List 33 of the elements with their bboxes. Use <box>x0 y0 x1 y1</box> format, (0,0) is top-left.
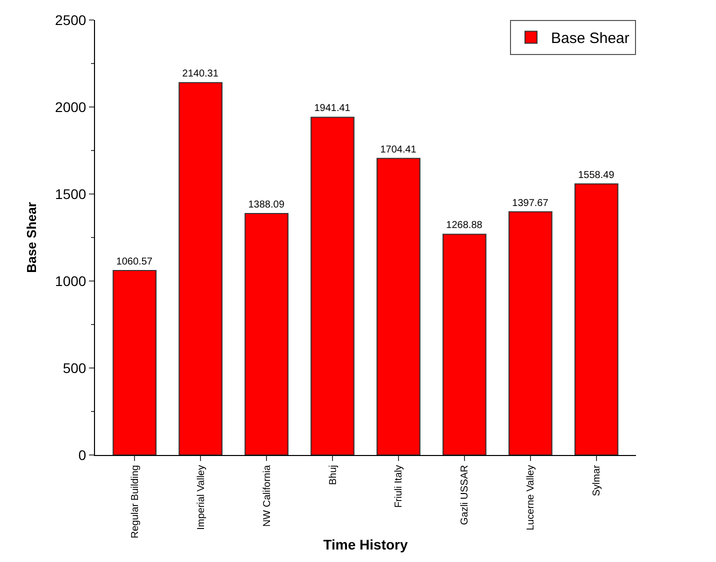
bar <box>574 183 618 455</box>
x-tick-label: Lucerne Valley <box>526 465 537 530</box>
bar <box>178 82 222 455</box>
bar <box>244 212 288 455</box>
bar <box>376 158 420 455</box>
data-label: 1558.49 <box>578 170 615 181</box>
data-label: 1268.88 <box>446 220 483 232</box>
x-tick-label: Gazli USSAR <box>460 465 471 526</box>
y-tick-label: 2500 <box>55 12 86 28</box>
x-tick-label: Bhuj <box>328 465 339 486</box>
bar <box>310 116 354 455</box>
data-label: 1397.67 <box>512 198 549 209</box>
data-label: 1941.41 <box>314 103 351 114</box>
bar <box>508 211 552 455</box>
x-tick-label: Sylmar <box>592 464 603 496</box>
y-tick-label: 1000 <box>55 272 86 289</box>
y-tick-label: 0 <box>78 446 86 463</box>
y-tick-label: 2000 <box>55 98 86 115</box>
x-tick-label: NW California <box>262 464 273 527</box>
x-tick-label: Friuli Italy <box>394 465 405 508</box>
y-tick-label: 500 <box>62 360 86 376</box>
bar <box>112 270 157 455</box>
data-label: 1704.41 <box>380 144 417 156</box>
x-tick-label: Regular Building <box>130 465 141 538</box>
y-axis-title: Base Shear <box>24 202 39 273</box>
x-axis-title: Time History <box>323 536 408 553</box>
legend-label: Base Shear <box>551 30 630 48</box>
data-label: 2140.31 <box>182 68 219 80</box>
bar <box>442 234 486 455</box>
x-tick-label: Imperial Valley <box>196 465 207 530</box>
data-label: 1388.09 <box>248 199 285 210</box>
data-label: 1060.57 <box>116 256 153 268</box>
y-tick-label: 1500 <box>55 186 86 202</box>
